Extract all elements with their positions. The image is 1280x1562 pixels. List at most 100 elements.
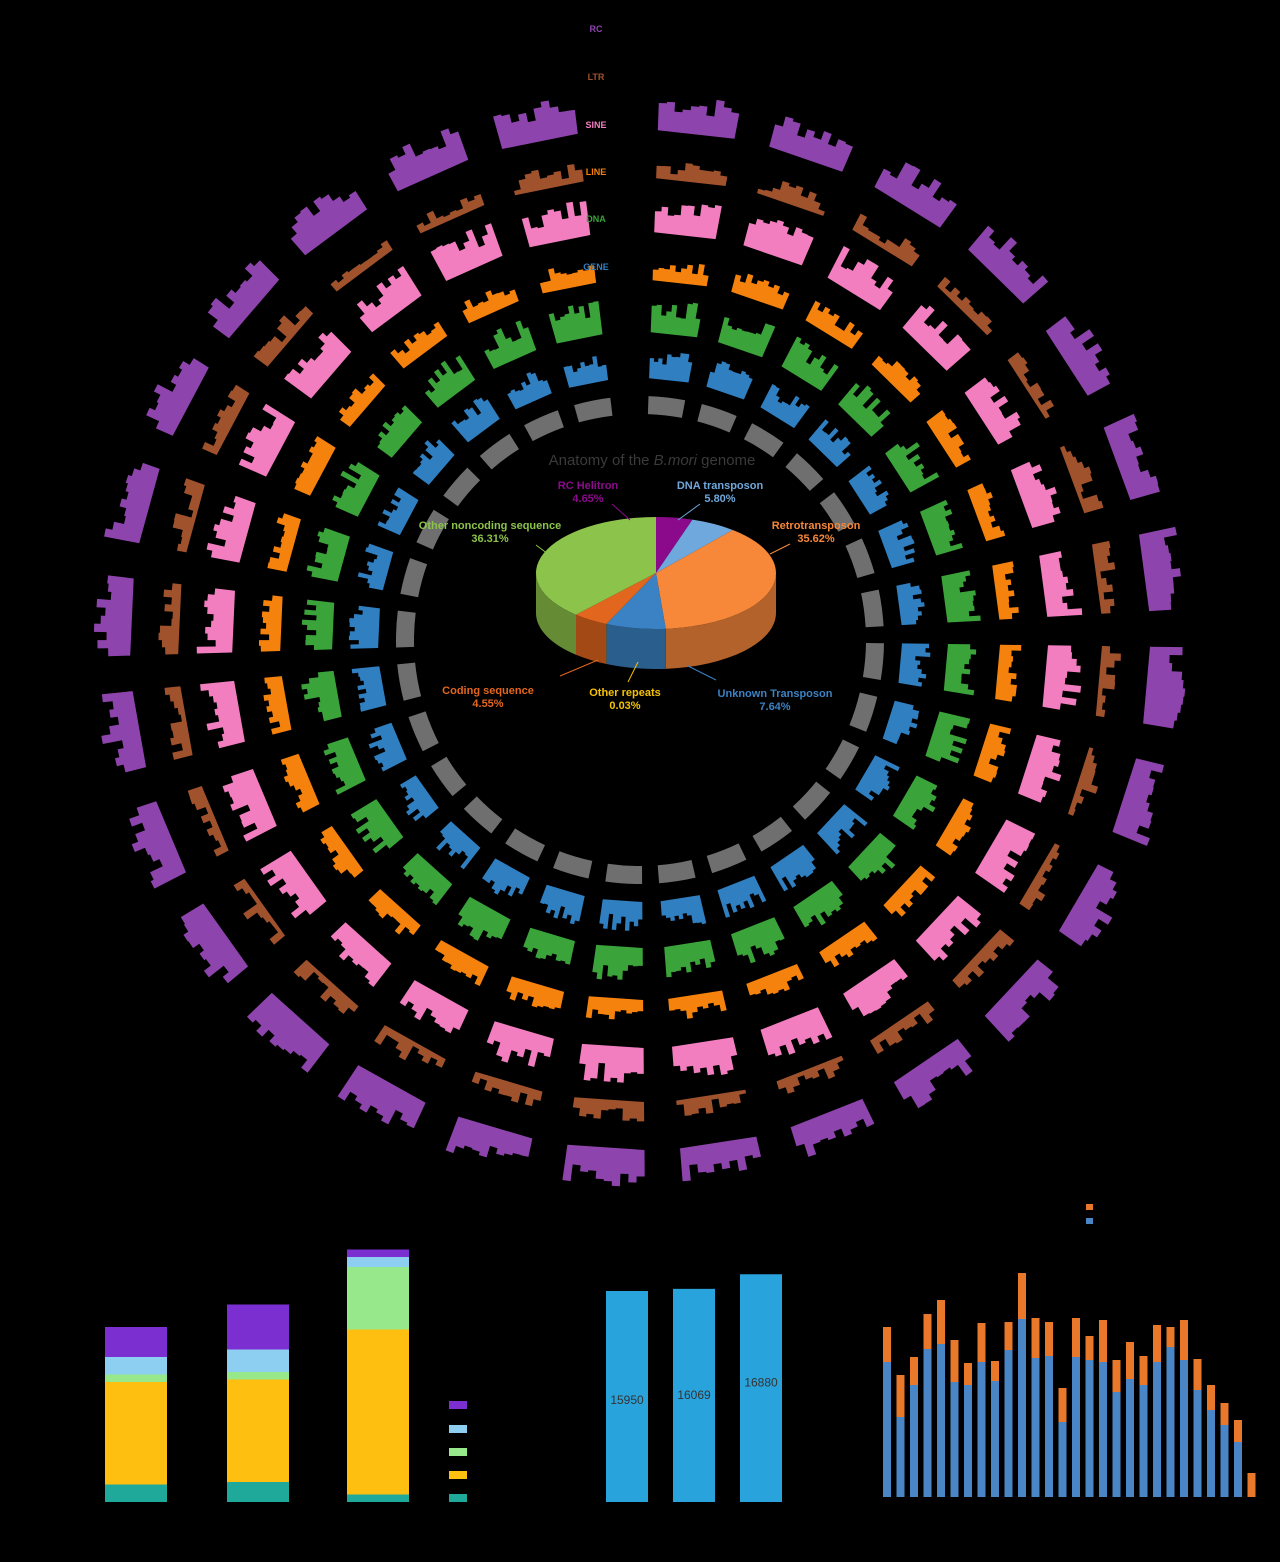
track-segment bbox=[1010, 461, 1061, 528]
track-segment bbox=[484, 320, 537, 369]
track-segment bbox=[654, 204, 722, 240]
track-segment bbox=[952, 929, 1015, 988]
track-segment bbox=[196, 588, 235, 654]
track-segment bbox=[548, 301, 603, 344]
chromosome-bar-orange bbox=[1180, 1320, 1188, 1360]
track-segment bbox=[146, 358, 209, 436]
track-segment bbox=[293, 959, 359, 1014]
stacked-bar-segment bbox=[347, 1257, 409, 1267]
track-segment bbox=[1112, 758, 1164, 846]
chromosome-bar-blue bbox=[1166, 1347, 1175, 1497]
pie-slice-name: RC Helitron bbox=[558, 480, 619, 492]
chromosome-bar-blue bbox=[937, 1344, 945, 1497]
stacked-bar-segment bbox=[105, 1484, 167, 1502]
pie-leader-line bbox=[677, 503, 701, 521]
track-label-rc: RC bbox=[590, 24, 603, 34]
chromosome-bar-orange bbox=[1139, 1356, 1148, 1385]
chromosome-segment bbox=[861, 589, 884, 628]
pie-slice-name: Other noncoding sequence bbox=[419, 520, 561, 532]
stacked-bar-segment bbox=[227, 1372, 289, 1380]
chromosome-bar-orange bbox=[1126, 1342, 1134, 1379]
pie-leader-line bbox=[535, 544, 557, 561]
chromosome-segment bbox=[785, 453, 824, 491]
track-segment bbox=[104, 462, 160, 544]
chromosome-segment bbox=[792, 781, 831, 820]
track-segment bbox=[827, 246, 894, 311]
chromosome-segment bbox=[431, 756, 467, 797]
track-segment bbox=[424, 355, 476, 408]
track-segment bbox=[368, 889, 421, 936]
track-segment bbox=[238, 403, 296, 477]
track-segment bbox=[332, 462, 380, 517]
track-segment bbox=[539, 884, 585, 925]
track-segment bbox=[172, 478, 205, 553]
track-segment bbox=[486, 1021, 554, 1067]
chromosome-segment bbox=[706, 843, 747, 874]
stacked-bar-segment bbox=[227, 1379, 289, 1482]
track-segment bbox=[743, 218, 814, 266]
track-segment bbox=[656, 163, 728, 186]
stacked-bar-segment bbox=[347, 1329, 409, 1495]
chromosome-bar-blue bbox=[923, 1349, 932, 1497]
track-segment bbox=[330, 922, 392, 987]
track-segment bbox=[769, 116, 853, 172]
chromosome-stacked-chart bbox=[883, 1204, 1256, 1497]
track-segment bbox=[995, 644, 1022, 702]
track-segment bbox=[926, 410, 971, 468]
track-segment bbox=[781, 336, 839, 391]
pie-slice bbox=[575, 573, 656, 624]
chromosome-bar-blue bbox=[1234, 1442, 1242, 1497]
track-segment bbox=[893, 1038, 973, 1109]
chromosome-segment bbox=[505, 828, 545, 862]
track-segment bbox=[1060, 445, 1104, 514]
chromosome-bar-orange bbox=[1018, 1273, 1026, 1319]
gene-count-label: 16880 bbox=[744, 1375, 778, 1389]
chromosome-segment bbox=[825, 739, 860, 780]
circos-plot bbox=[94, 99, 1186, 1187]
track-segment bbox=[493, 100, 578, 149]
track-segment bbox=[650, 302, 701, 338]
track-segment bbox=[776, 1055, 844, 1094]
chromosome-bar-blue bbox=[910, 1385, 918, 1497]
track-segment bbox=[284, 331, 352, 399]
chromosome-segment bbox=[574, 397, 613, 423]
track-segment bbox=[1058, 864, 1117, 947]
legend-swatch-orange bbox=[1086, 1204, 1093, 1210]
track-segment bbox=[390, 321, 448, 369]
track-segment bbox=[760, 384, 810, 429]
track-segment bbox=[388, 128, 469, 192]
track-segment bbox=[350, 799, 404, 854]
track-segment bbox=[377, 405, 423, 458]
track-segment bbox=[357, 543, 394, 591]
chromosome-segment bbox=[697, 404, 737, 433]
gene-count-bar bbox=[740, 1274, 782, 1502]
track-segment bbox=[253, 306, 314, 367]
chromosome-bar-orange bbox=[1112, 1360, 1121, 1392]
gene-count-label: 15950 bbox=[610, 1393, 644, 1407]
chromosome-segment bbox=[408, 711, 439, 752]
chromosome-bar-blue bbox=[964, 1385, 972, 1497]
track-segment bbox=[101, 691, 147, 773]
chromosome-bar-blue bbox=[950, 1382, 959, 1497]
pie-side-slice bbox=[536, 573, 576, 655]
pie-side-slice bbox=[606, 624, 666, 669]
track-segment bbox=[434, 940, 489, 986]
chromosome-bar-orange bbox=[910, 1357, 918, 1385]
track-segment bbox=[652, 264, 709, 287]
pie-slice-name: Other repeats bbox=[589, 687, 661, 699]
track-segment bbox=[180, 903, 249, 984]
track-segment bbox=[337, 1065, 426, 1129]
chromosome-bar-orange bbox=[937, 1300, 945, 1344]
track-segment bbox=[129, 801, 186, 889]
track-segment bbox=[400, 775, 439, 822]
chromosome-segment bbox=[657, 860, 696, 884]
stacked-bar-segment bbox=[347, 1494, 409, 1502]
track-segment bbox=[206, 495, 256, 563]
chromosome-segment bbox=[819, 492, 855, 532]
pie-side-slice bbox=[665, 573, 776, 669]
track-segment bbox=[402, 853, 453, 906]
